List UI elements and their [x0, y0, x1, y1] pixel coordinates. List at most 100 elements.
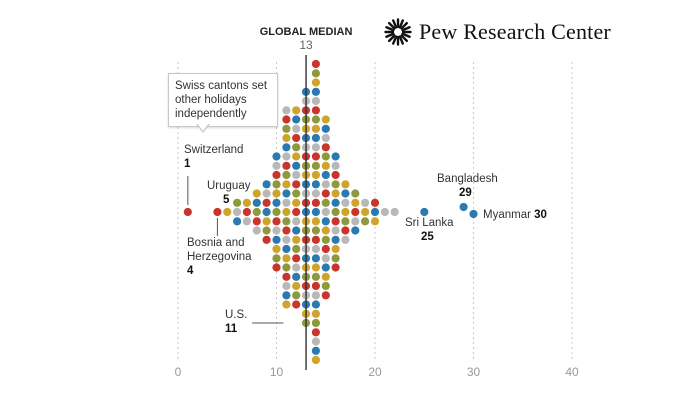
data-point-x10 [272, 152, 281, 161]
data-point-x16 [331, 207, 340, 217]
data-point-x14 [311, 244, 320, 254]
data-point-x11 [282, 198, 291, 207]
data-point-x15 [321, 244, 330, 254]
data-point-x12 [292, 189, 301, 198]
data-point-x11 [282, 217, 291, 226]
data-point-x5 [223, 207, 232, 217]
data-point-x15 [321, 217, 330, 226]
data-point-x17 [341, 198, 350, 207]
data-point-x15 [321, 133, 330, 143]
data-point-x12 [292, 115, 301, 124]
data-point-x16 [331, 170, 340, 180]
data-point-x11 [282, 263, 291, 272]
x-tick-label-10: 10 [270, 365, 284, 379]
global-median-label: GLOBAL MEDIAN [260, 26, 353, 38]
annotation-switzerland: Switzerland 1 [184, 143, 243, 171]
annotation-us-country: U.S. [225, 309, 248, 321]
data-point-x17 [341, 217, 350, 226]
data-point-x18 [351, 217, 360, 226]
data-point-x14 [311, 180, 320, 189]
data-point-x29 [459, 202, 468, 212]
data-point-x15 [321, 180, 330, 189]
data-point-x22 [390, 207, 399, 217]
data-point-x15 [321, 115, 330, 124]
data-point-x9 [262, 235, 271, 244]
data-point-x18 [351, 198, 360, 207]
data-point-x19 [361, 207, 370, 217]
annotation-switzerland-country: Switzerland [184, 144, 244, 156]
data-point-x8 [252, 226, 261, 235]
data-point-x11 [282, 106, 291, 115]
data-point-x15 [321, 235, 330, 244]
data-point-x17 [341, 180, 350, 189]
data-point-x14 [311, 198, 320, 207]
annotation-myanmar-country: Myanmar [483, 209, 531, 221]
data-point-x12 [292, 198, 301, 207]
sunburst-ray [392, 35, 398, 45]
annotation-bangladesh-country: Bangladesh [437, 173, 498, 185]
data-point-x9 [262, 207, 271, 217]
data-point-x15 [321, 198, 330, 207]
data-point-x12 [292, 152, 301, 161]
data-point-x8 [252, 198, 261, 207]
data-point-x14 [311, 254, 320, 263]
sunburst-ray [400, 34, 409, 43]
brand-logo: Pew Research Center [384, 18, 611, 46]
global-median-value: 13 [299, 38, 313, 52]
data-point-x12 [292, 272, 301, 281]
data-point-x12 [292, 254, 301, 263]
data-point-x14 [311, 235, 320, 244]
data-point-x10 [272, 180, 281, 189]
data-point-x12 [292, 244, 301, 254]
annotation-bosnia-country-line2: Herzegovina [187, 251, 252, 263]
annotation-uruguay-country: Uruguay [207, 180, 251, 192]
callout-pointer-fill [197, 123, 209, 131]
data-point-x15 [321, 207, 330, 217]
sunburst-ray [387, 34, 396, 43]
data-point-x15 [321, 291, 330, 300]
data-point-x11 [282, 281, 291, 291]
sunburst-ray [398, 35, 404, 45]
data-point-x12 [292, 180, 301, 189]
data-point-x18 [351, 207, 360, 217]
data-point-x14 [311, 291, 320, 300]
data-point-x11 [282, 124, 291, 133]
data-point-x14 [311, 337, 320, 346]
data-point-x16 [331, 161, 340, 170]
data-point-x11 [282, 244, 291, 254]
annotation-us: U.S. 11 [225, 308, 247, 336]
sunburst-ray [401, 26, 411, 32]
data-point-x16 [331, 198, 340, 207]
data-point-x10 [272, 198, 281, 207]
data-point-x12 [292, 170, 301, 180]
data-point-x17 [341, 189, 350, 198]
data-point-x12 [292, 281, 301, 291]
data-point-x14 [311, 78, 320, 87]
data-point-x11 [282, 161, 291, 170]
data-point-x12 [292, 143, 301, 152]
data-point-x14 [311, 217, 320, 226]
data-point-x14 [311, 272, 320, 281]
data-point-x16 [331, 235, 340, 244]
data-point-x18 [351, 226, 360, 235]
annotation-bosnia-country-line1: Bosnia and [187, 237, 245, 249]
x-tick-label-20: 20 [368, 365, 382, 379]
data-point-x20 [370, 198, 380, 207]
data-point-x25 [420, 207, 429, 217]
data-point-x19 [361, 217, 370, 226]
data-point-x6 [233, 207, 242, 217]
data-point-x14 [311, 161, 320, 170]
data-point-x15 [321, 272, 330, 281]
data-point-x14 [311, 226, 320, 235]
data-point-x11 [282, 300, 291, 309]
x-tick-label-30: 30 [467, 365, 481, 379]
x-tick-label-40: 40 [565, 365, 579, 379]
data-point-x12 [292, 207, 301, 217]
data-point-x11 [282, 226, 291, 235]
data-point-x11 [282, 152, 291, 161]
annotation-bangladesh: Bangladesh 29 [437, 172, 498, 200]
data-point-x14 [311, 143, 320, 152]
data-point-x14 [311, 263, 320, 272]
data-point-x10 [272, 235, 281, 244]
